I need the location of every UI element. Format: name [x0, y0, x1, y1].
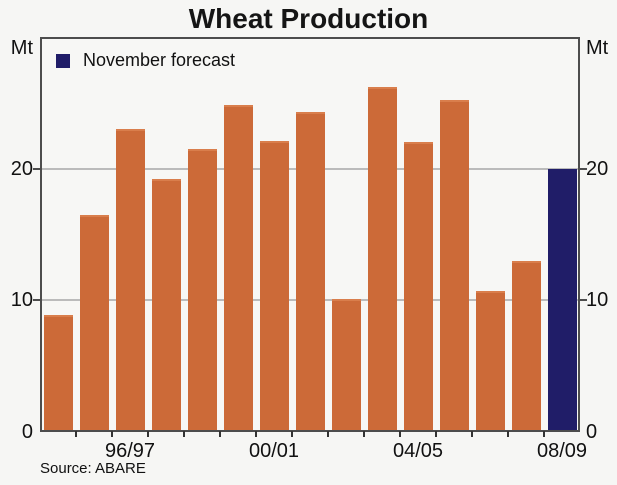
y-label-left-10: 10 [10, 289, 33, 312]
x-tick-14 [543, 431, 545, 437]
bar-05/06 [439, 100, 469, 432]
x-tick-5 [219, 431, 221, 437]
bar-02/03 [331, 299, 361, 432]
x-tick-9 [363, 431, 365, 437]
x-tick-8 [327, 431, 329, 437]
x-label-00-01: 00/01 [248, 440, 300, 462]
y-tick-right-20 [580, 167, 587, 170]
y-label-left-0: 0 [21, 421, 33, 443]
bar-07/08 [511, 260, 541, 432]
x-tick-13 [507, 431, 509, 437]
bar-04/05 [403, 142, 433, 432]
y-tick-left-20 [33, 167, 40, 170]
x-tick-4 [183, 431, 185, 437]
y-label-left-20: 20 [10, 157, 33, 180]
chart-title: Wheat Production [188, 3, 429, 34]
bar-06/07 [475, 291, 505, 432]
x-tick-10 [399, 431, 401, 437]
x-label-04-05: 04/05 [392, 440, 444, 462]
x-tick-7 [291, 431, 293, 437]
x-tick-1 [75, 431, 77, 437]
bar-08/09 [547, 168, 577, 432]
bar-00/01 [259, 141, 289, 432]
bar-03/04 [367, 87, 397, 432]
bar-99/00 [223, 105, 253, 432]
bar-96/97 [115, 129, 145, 432]
y-label-right-10: 10 [586, 289, 609, 312]
y-tick-left-10 [33, 299, 40, 302]
x-label-96-97: 96/97 [104, 440, 156, 462]
y-axis-unit-left: Mt [10, 37, 33, 59]
x-tick-6 [255, 431, 257, 437]
bar-01/02 [295, 112, 325, 432]
x-tick-2 [111, 431, 113, 437]
bar-97/98 [151, 179, 181, 432]
x-tick-11 [435, 431, 437, 437]
source-note: Source: ABARE [40, 460, 146, 477]
y-label-right-0: 0 [586, 421, 598, 443]
legend-label: November forecast [83, 50, 236, 70]
legend: November forecast [56, 50, 235, 71]
y-label-right-20: 20 [586, 157, 609, 180]
forecast-swatch-icon [56, 53, 70, 68]
x-label-08-09: 08/09 [536, 440, 588, 462]
bar-95/96 [79, 214, 109, 432]
bar-98/99 [187, 148, 217, 432]
y-tick-right-10 [580, 299, 587, 302]
y-axis-unit-right: Mt [586, 37, 609, 59]
bar-94/95 [43, 314, 73, 432]
x-tick-12 [471, 431, 473, 437]
x-tick-3 [147, 431, 149, 437]
